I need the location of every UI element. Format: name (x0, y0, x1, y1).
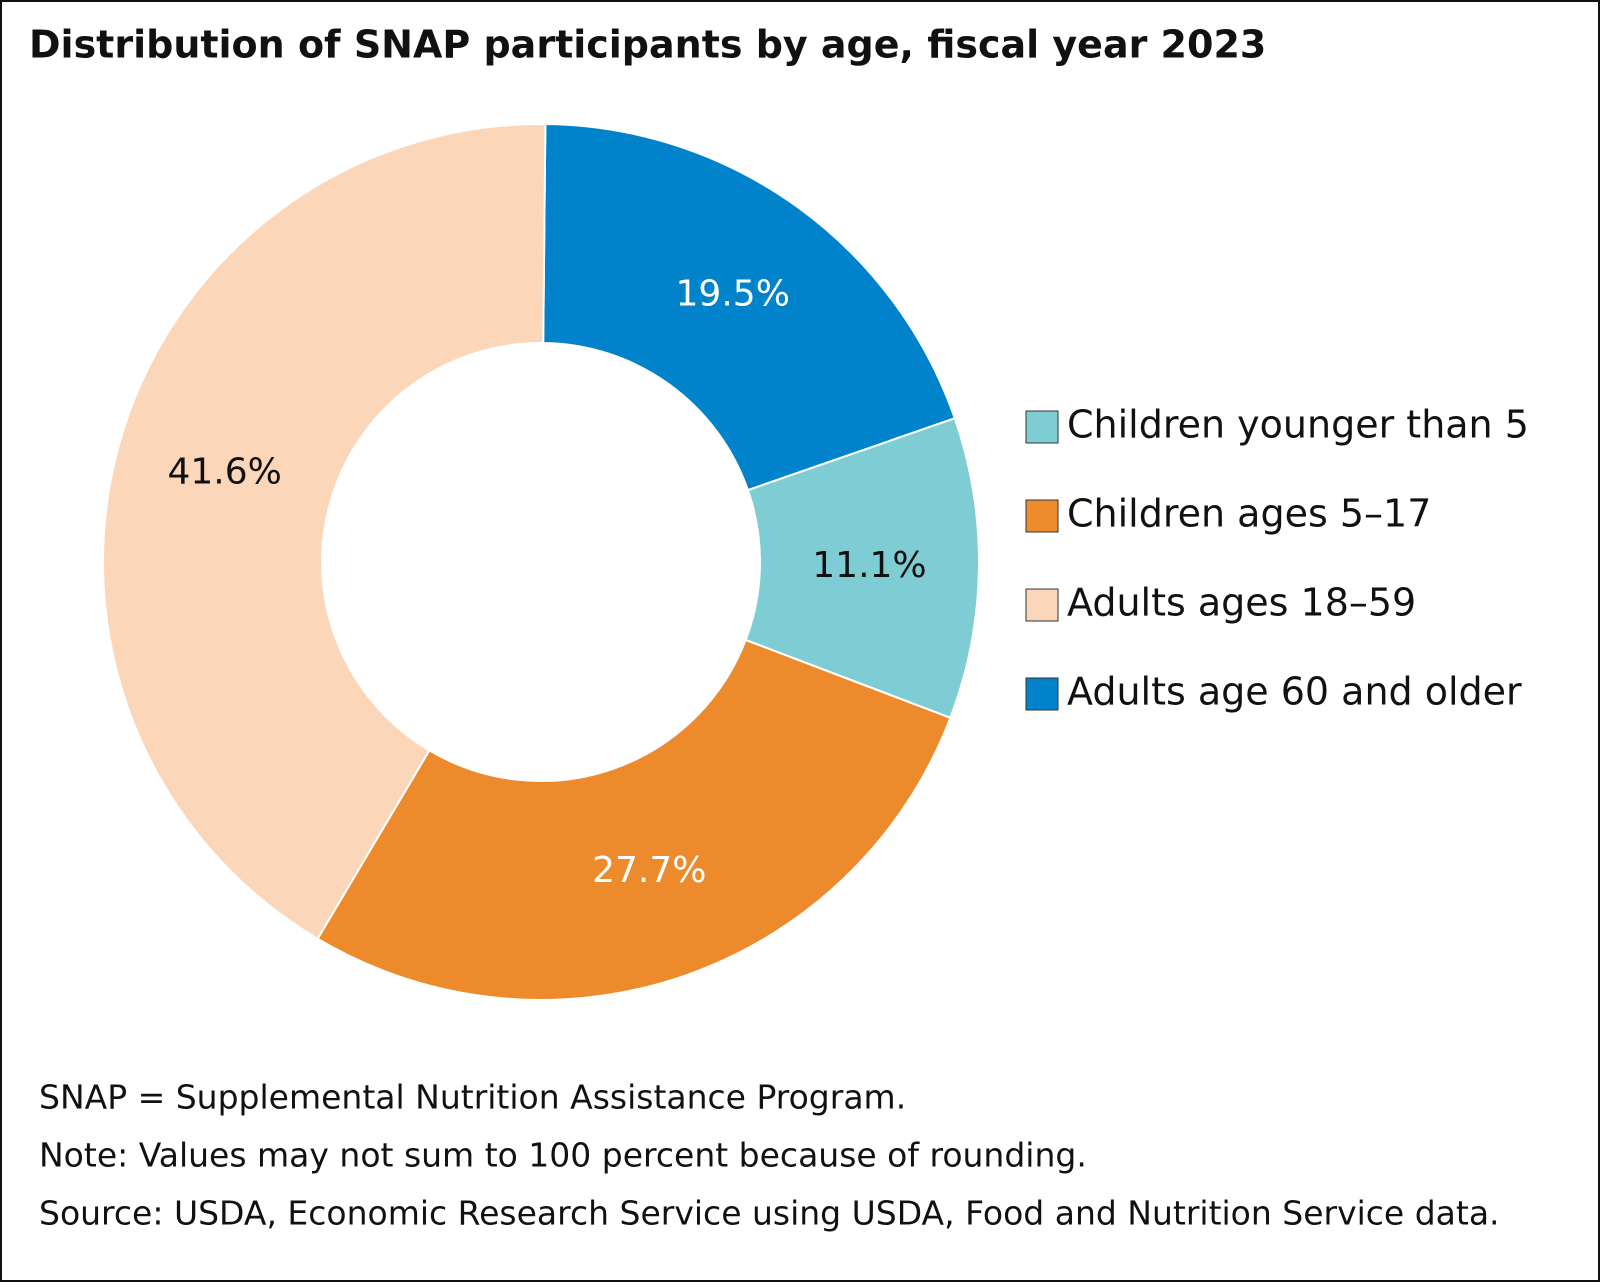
donut-slice (744, 416, 980, 720)
legend-swatch (1025, 499, 1059, 533)
data-label: 11.1% (812, 545, 926, 586)
donut-slice (316, 638, 952, 1001)
legend-label: Children younger than 5 (1067, 403, 1529, 447)
legend-label: Children ages 5–17 (1067, 492, 1431, 536)
data-label: 27.7% (592, 850, 706, 891)
data-label: 19.5% (676, 273, 790, 314)
note: Source: USDA, Economic Research Service … (39, 1194, 1500, 1233)
chart-title: Distribution of SNAP participants by age… (29, 23, 1266, 67)
note: SNAP = Supplemental Nutrition Assistance… (39, 1078, 906, 1117)
donut-slice (102, 123, 547, 941)
legend-label: Adults age 60 and older (1067, 670, 1522, 714)
note: Note: Values may not sum to 100 percent … (39, 1136, 1087, 1175)
data-label: 41.6% (167, 452, 281, 493)
donut-slice (542, 123, 957, 492)
legend-swatch (1025, 588, 1059, 622)
legend-swatch (1025, 410, 1059, 444)
legend-label: Adults ages 18–59 (1067, 581, 1416, 625)
legend-swatch (1025, 677, 1059, 711)
